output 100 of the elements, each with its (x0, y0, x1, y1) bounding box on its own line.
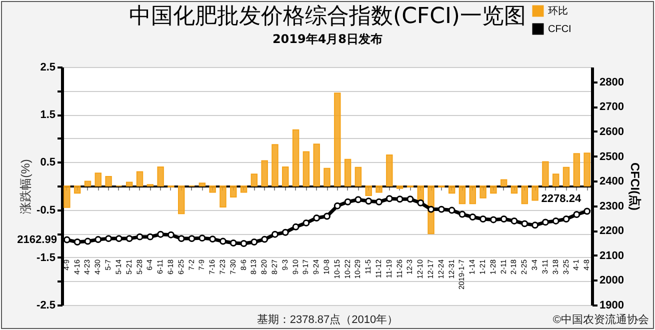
bar (94, 172, 102, 186)
bar (376, 186, 382, 193)
y-tick-label: 0.5 (40, 156, 56, 169)
point (324, 212, 330, 220)
point (438, 206, 445, 213)
y-tick-label: -1.5 (36, 252, 56, 264)
bar (209, 186, 216, 193)
bar (354, 166, 362, 186)
data-label: 2162.99 (17, 234, 57, 246)
y2-tick-label: 2000 (600, 274, 624, 287)
bar (334, 92, 341, 186)
text: 基期：2378.87点（2010年） (256, 314, 398, 326)
bar (105, 176, 112, 186)
bar (64, 186, 70, 208)
bar (521, 186, 528, 204)
point (250, 238, 258, 246)
bar (250, 174, 258, 186)
bar (136, 171, 144, 186)
bar (302, 151, 310, 186)
bar (126, 182, 133, 186)
point (302, 219, 310, 226)
y2-tick-label: 2200 (600, 225, 624, 238)
chart-title: 中国化肥批发价格综合指数(CFCI)一览图 (128, 4, 526, 29)
point (219, 238, 226, 245)
point (105, 235, 112, 242)
point (188, 235, 196, 242)
point (500, 215, 508, 222)
point (313, 214, 320, 222)
bar (240, 186, 248, 193)
point (552, 217, 560, 224)
point (510, 217, 518, 224)
bar (272, 144, 278, 186)
point (157, 230, 164, 238)
y2-tick-label: 2100 (600, 250, 624, 262)
bar (365, 186, 372, 196)
bar (282, 166, 289, 186)
y2-tick-label: 2700 (600, 101, 624, 114)
bar (448, 186, 456, 194)
y2-tick-label: 2500 (600, 150, 624, 163)
y2-tick-label: 2400 (600, 176, 624, 188)
y-tick-label: -0.5 (36, 204, 56, 216)
point (126, 235, 133, 242)
bar (552, 174, 560, 186)
point (74, 238, 81, 246)
y2-tick-label: 1900 (600, 300, 624, 312)
bar (500, 179, 508, 186)
point (354, 196, 362, 204)
point (458, 210, 466, 218)
bar (458, 186, 466, 204)
point (272, 230, 278, 238)
bar (386, 154, 393, 186)
point (448, 206, 456, 214)
point (240, 240, 248, 247)
legend-label: CFCI (548, 24, 572, 35)
legend-label: 环比 (548, 5, 568, 17)
bar (573, 153, 580, 186)
point (386, 195, 393, 202)
point (292, 223, 300, 230)
y2-tick-label: 2300 (600, 200, 624, 212)
y-tick-label: -2.5 (36, 300, 56, 312)
point (469, 214, 476, 220)
point (84, 238, 92, 245)
point (178, 235, 185, 242)
point (146, 233, 154, 240)
bar (261, 160, 268, 186)
bar (84, 180, 92, 186)
point (167, 231, 174, 238)
bar (230, 186, 237, 198)
bar (532, 186, 538, 201)
point (334, 202, 341, 210)
chart-subtitle: 2019年4月8日发布 (272, 32, 383, 46)
point (417, 199, 424, 206)
point (542, 218, 549, 226)
bar (198, 182, 206, 186)
bar (324, 168, 330, 186)
point (198, 234, 206, 242)
bar (344, 158, 352, 186)
point (344, 198, 352, 206)
point (532, 222, 539, 229)
point (209, 236, 216, 243)
bar (74, 186, 81, 194)
y2-tick-label: 2600 (600, 126, 624, 138)
point (115, 235, 122, 242)
data-label: 2278.24 (541, 193, 582, 206)
y-tick-label: 1.5 (40, 109, 56, 122)
bar (480, 186, 486, 198)
bar (220, 186, 226, 208)
point (480, 215, 487, 222)
point (396, 196, 404, 203)
y-tick-label: 2.5 (40, 62, 56, 74)
bar (313, 144, 320, 186)
y-axis-title: 涨跌幅(%) (18, 159, 33, 214)
bar (157, 166, 164, 186)
bar (178, 186, 185, 214)
point (562, 215, 570, 222)
y2-axis-title: CFCI(点) (628, 162, 642, 210)
y2-tick-label: 2800 (600, 76, 624, 88)
bar (396, 186, 404, 189)
point (230, 240, 237, 247)
point (136, 233, 144, 240)
